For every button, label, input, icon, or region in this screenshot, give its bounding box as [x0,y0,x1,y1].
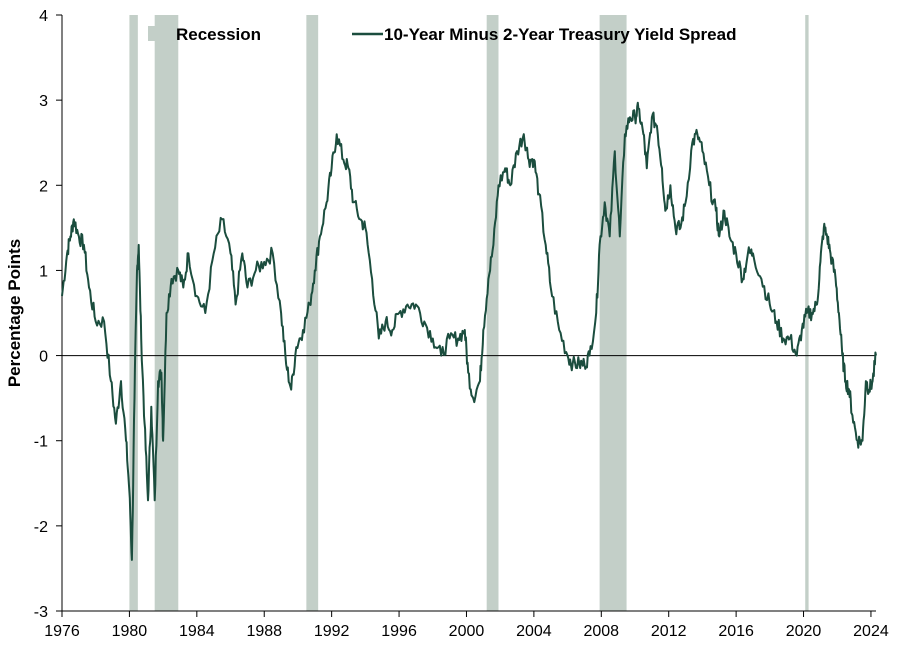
y-tick-label: -2 [34,519,48,536]
y-tick-label: -3 [34,604,48,621]
x-tick-label: 1992 [314,623,350,640]
recession-band-0 [129,15,138,611]
x-tick-label: 2024 [853,623,889,640]
y-tick-label: 3 [39,93,48,110]
x-tick-label: 1984 [179,623,215,640]
series-line-yield-spread [61,101,877,561]
y-tick-label: 0 [39,349,48,366]
x-tick-label: 2000 [449,623,485,640]
legend-recession-swatch [148,26,172,41]
y-tick-label: 2 [39,178,48,195]
x-tick-label: 2004 [516,623,552,640]
legend-series-label: 10-Year Minus 2-Year Treasury Yield Spre… [384,25,736,44]
y-tick-label: 4 [39,8,48,25]
x-tick-label: 2016 [718,623,754,640]
x-tick-label: 2020 [786,623,822,640]
x-tick-label: 1976 [44,623,80,640]
y-axis-label: Percentage Points [5,239,24,387]
recession-band-4 [599,15,627,611]
x-tick-label: 1996 [381,623,417,640]
legend-recession-label: Recession [176,25,261,44]
x-tick-label: 2012 [651,623,687,640]
recession-band-2 [306,15,319,611]
legend: Recession 10-Year Minus 2-Year Treasury … [148,25,736,44]
x-tick-label: 1980 [112,623,148,640]
x-tick-label: 1988 [246,623,282,640]
recession-bands [129,15,809,611]
x-tick-label: 2008 [583,623,619,640]
y-axis-ticks: 4 3 2 1 0 -1 -2 -3 [34,8,62,621]
y-tick-label: -1 [34,434,48,451]
recession-band-3 [486,15,499,611]
y-tick-label: 1 [39,263,48,280]
x-axis-ticks: 1976 1980 1984 1988 1992 1996 2000 2004 2008 2012… [44,611,889,640]
